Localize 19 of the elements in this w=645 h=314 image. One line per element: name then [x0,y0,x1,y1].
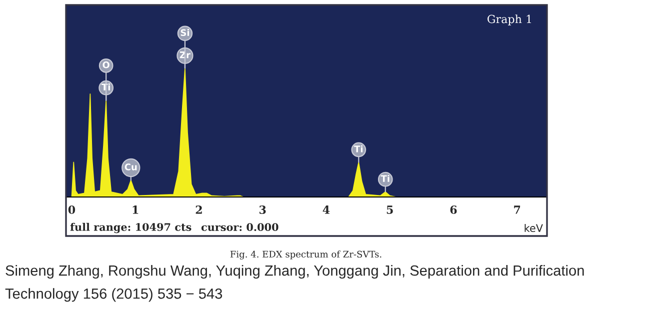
caption: Fig. 4. EDX spectrum of Zr-SVTs. [230,250,382,260]
annotation: O [102,61,110,68]
annotation: Si [180,29,190,36]
x-axis-title: keV [524,224,543,232]
x-tick-label: 7 [514,206,520,214]
text: cursor: 0.000 [201,223,278,232]
annotation: Ti [380,174,390,182]
x-tick-label: 6 [450,206,457,214]
text: Simeng Zhang, Rongshu Wang, Yuqing Zhang, Yonggang Jin, Separation and Purification Technology 156 (2015) 535 − 543 [5,265,584,302]
x-tick-label: 5 [386,206,393,214]
x-tick-label: 1 [132,206,138,214]
chart-title: Graph 1 [488,14,531,26]
x-tick-label: 3 [260,206,266,214]
x-tick-label: 4 [322,206,330,214]
x-tick-label: 0 [68,206,76,214]
x-tick-label: 2 [196,206,202,214]
annotation: Cu [124,164,137,170]
text: full range: 10497 cts [70,222,192,234]
annotation: Ti [354,145,363,152]
